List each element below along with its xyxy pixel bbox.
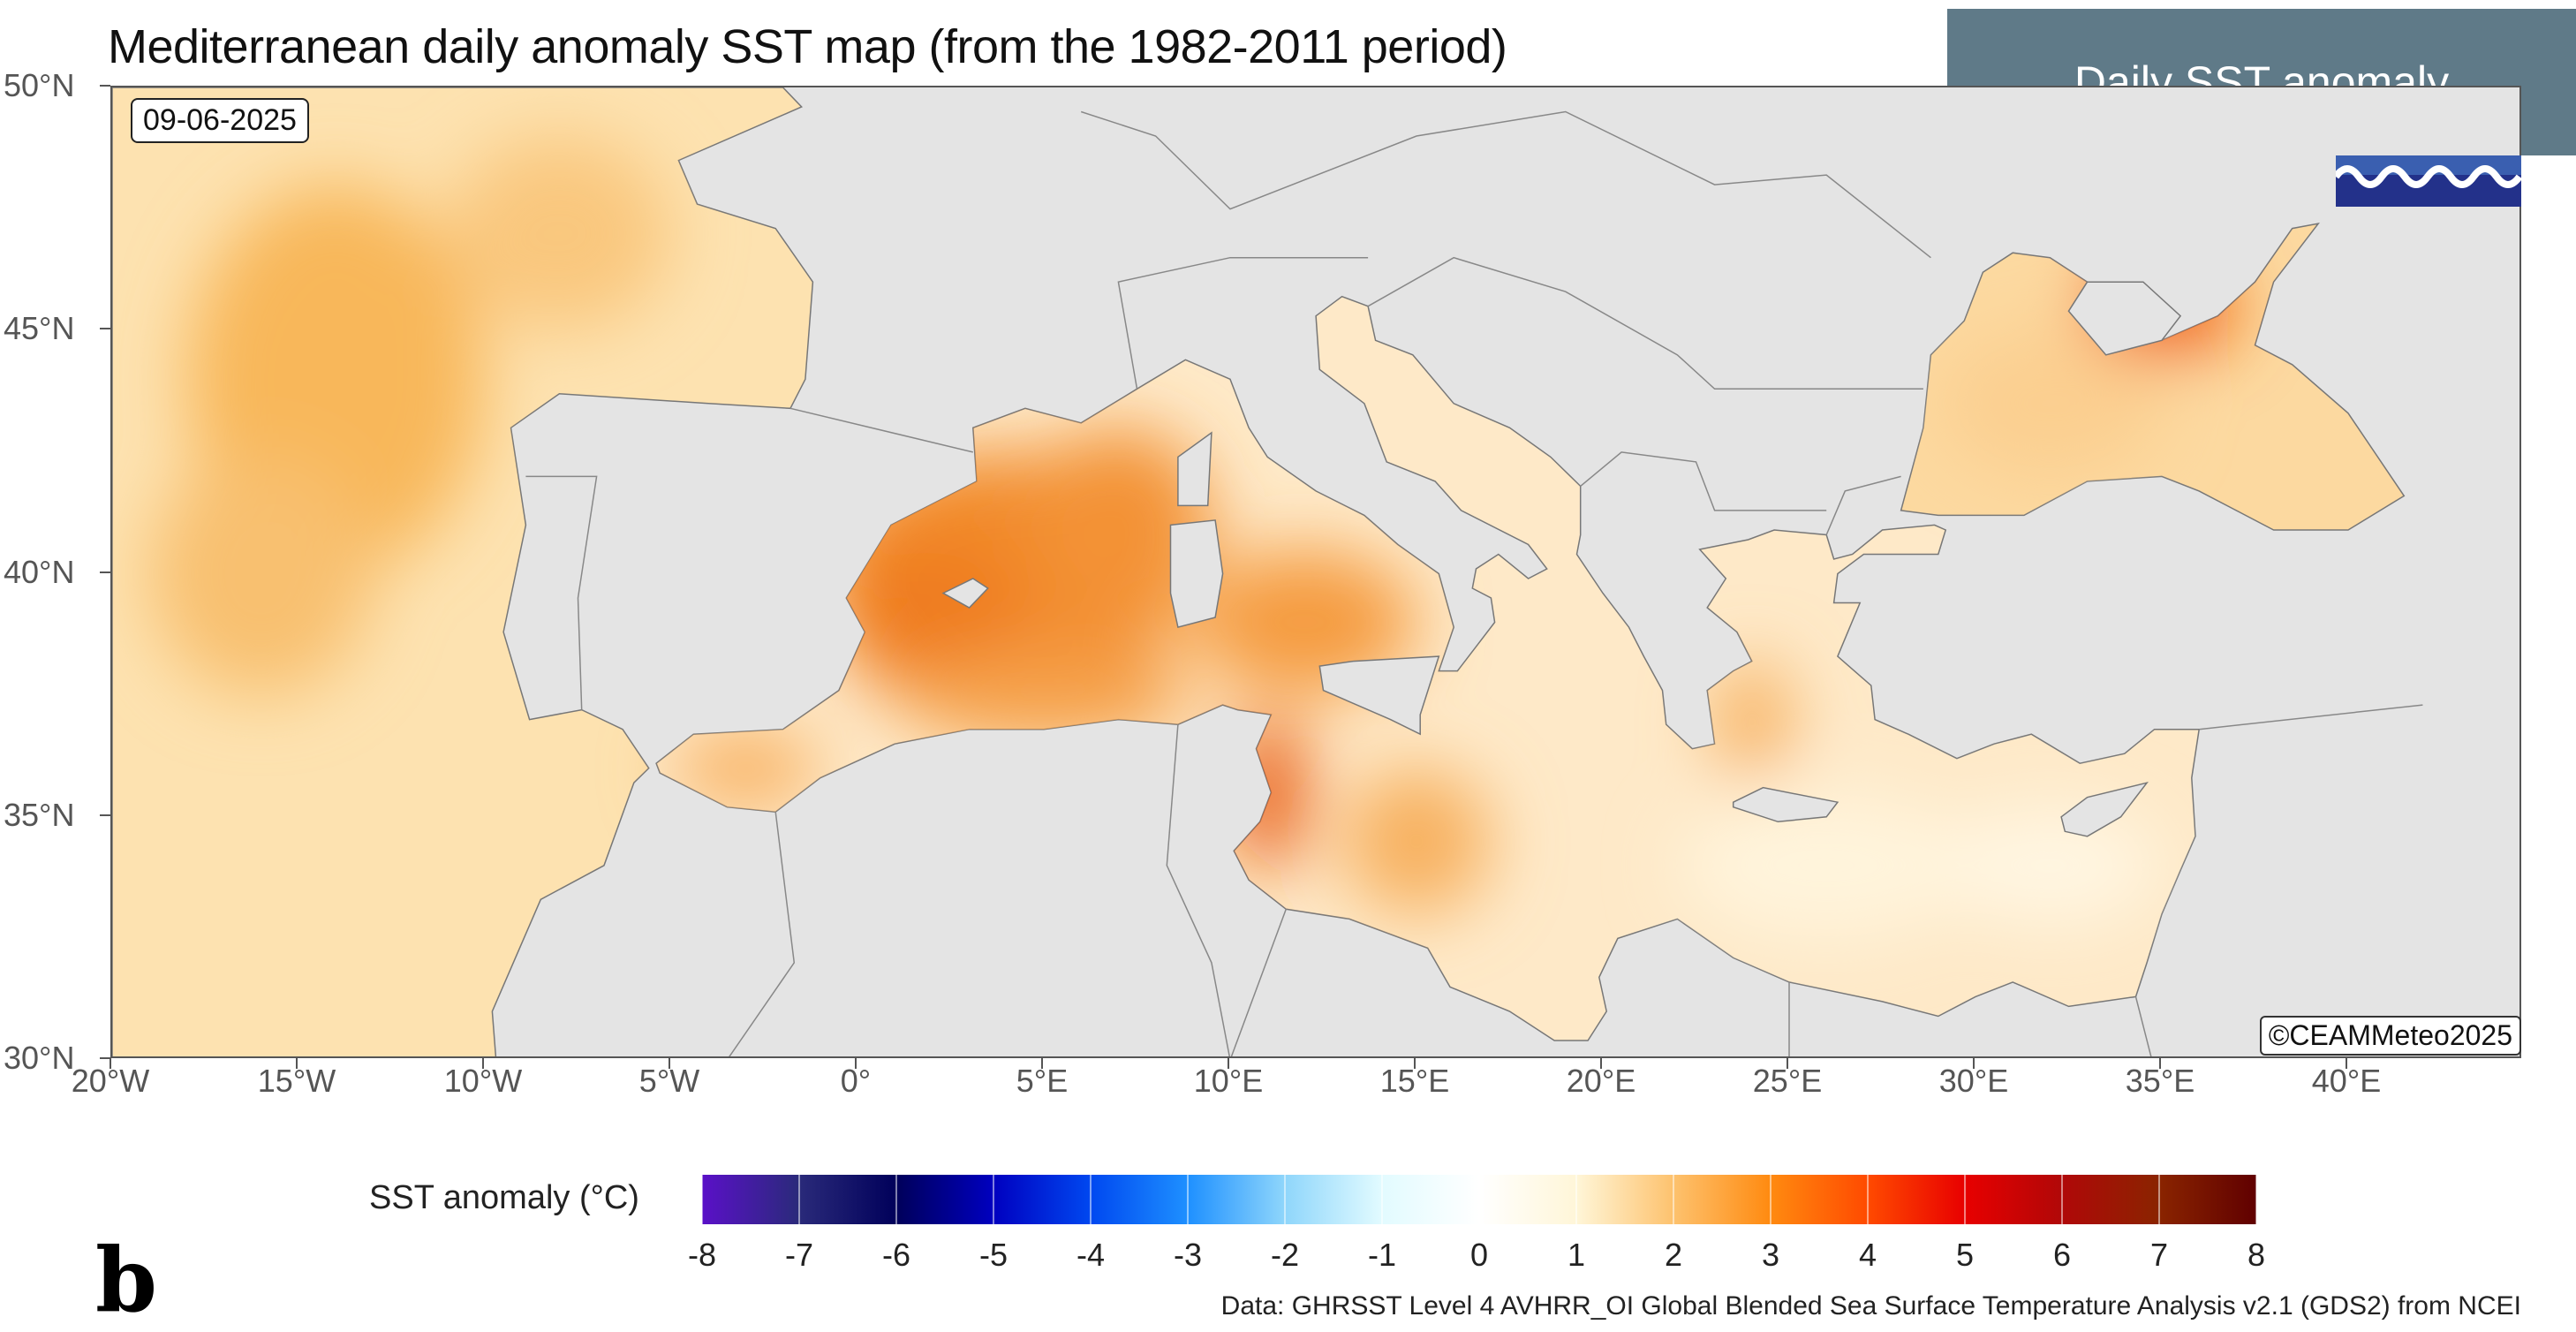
anomaly-hotspot bbox=[895, 647, 1192, 745]
anomaly-hotspot bbox=[1938, 806, 2162, 924]
country-border bbox=[789, 407, 973, 453]
lon-tick bbox=[2346, 1058, 2347, 1069]
country-border bbox=[1117, 256, 1369, 390]
anomaly-hotspot bbox=[1342, 768, 1491, 914]
country-border bbox=[2199, 704, 2423, 730]
lon-tick bbox=[482, 1058, 484, 1069]
anomaly-hotspot bbox=[1678, 792, 1975, 939]
anomaly-hotspot bbox=[1714, 661, 1789, 778]
cyprus-island bbox=[2060, 781, 2149, 837]
colorbar-tick-label: 0 bbox=[1469, 1237, 1489, 1273]
colorbar-tick bbox=[1867, 1175, 1869, 1224]
date-label: 09-06-2025 bbox=[131, 98, 309, 143]
colorbar-tick bbox=[1964, 1175, 1966, 1224]
lat-tick bbox=[100, 85, 110, 87]
colorbar-tick bbox=[895, 1175, 897, 1224]
panel-label: b bbox=[95, 1228, 157, 1332]
colorbar-tick bbox=[1090, 1175, 1092, 1224]
lat-label: 30°N bbox=[4, 1040, 75, 1076]
lat-label: 50°N bbox=[4, 67, 75, 103]
anomaly-hotspot bbox=[1230, 715, 1305, 871]
colorbar-tick bbox=[1575, 1175, 1577, 1224]
anomaly-hotspot bbox=[1938, 330, 2162, 477]
colorbar-tick-label: -6 bbox=[881, 1237, 911, 1273]
waves-logo-icon bbox=[2336, 155, 2521, 207]
colorbar-tick-label: -7 bbox=[784, 1237, 814, 1273]
lon-tick bbox=[296, 1058, 298, 1069]
country-borders bbox=[525, 110, 2423, 1056]
colorbar-tick-label: 4 bbox=[1858, 1237, 1877, 1273]
colorbar-tick-label: 8 bbox=[2247, 1237, 2266, 1273]
lat-label: 40°N bbox=[4, 553, 75, 590]
colorbar-tick-label: 5 bbox=[1955, 1237, 1975, 1273]
colorbar-tick bbox=[701, 1175, 703, 1224]
lon-tick bbox=[855, 1058, 857, 1069]
map-title: Mediterranean daily anomaly SST map (fro… bbox=[108, 20, 1507, 73]
colorbar-tick-label: -2 bbox=[1270, 1237, 1300, 1273]
mallorca-island bbox=[941, 578, 989, 609]
colorbar-tick bbox=[993, 1175, 994, 1224]
colorbar-tick-label: -5 bbox=[978, 1237, 1008, 1273]
anomaly-hotspot bbox=[1193, 549, 1416, 696]
lat-label: 35°N bbox=[4, 796, 75, 833]
colorbar-tick bbox=[1770, 1175, 1771, 1224]
lat-tick bbox=[100, 328, 110, 330]
country-border bbox=[1166, 724, 1230, 1056]
country-border bbox=[1230, 909, 1288, 1056]
country-border bbox=[1580, 451, 1827, 511]
crete-island bbox=[1732, 786, 1839, 823]
anomaly-hotspot bbox=[448, 136, 671, 331]
crimea-island bbox=[2067, 281, 2182, 356]
colorbar-tick-label: -3 bbox=[1173, 1237, 1203, 1273]
lat-tick bbox=[100, 571, 110, 573]
country-border bbox=[1825, 475, 1901, 535]
map-canvas bbox=[112, 87, 2423, 1056]
sicily-island bbox=[1318, 655, 1440, 736]
corsica-island bbox=[1177, 431, 1212, 507]
lon-tick bbox=[669, 1058, 670, 1069]
colorbar-tick bbox=[1381, 1175, 1383, 1224]
lon-tick bbox=[2159, 1058, 2161, 1069]
anomaly-hotspot bbox=[671, 729, 820, 807]
lon-tick bbox=[1787, 1058, 1788, 1069]
colorbar-tick-label: 1 bbox=[1567, 1237, 1586, 1273]
country-border bbox=[729, 812, 796, 1056]
colorbar-title: SST anomaly (°C) bbox=[369, 1179, 639, 1216]
lat-tick bbox=[100, 1057, 110, 1059]
colorbar-tick-label: 6 bbox=[2052, 1237, 2072, 1273]
islands bbox=[941, 281, 2182, 837]
colorbar-tick bbox=[1478, 1175, 1480, 1224]
lat-label: 45°N bbox=[4, 310, 75, 347]
colorbar-tick bbox=[798, 1175, 800, 1224]
anomaly-hotspot bbox=[149, 452, 373, 695]
lon-tick bbox=[1041, 1058, 1043, 1069]
colorbar-tick bbox=[1284, 1175, 1286, 1224]
colorbar-tick-label: 7 bbox=[2149, 1237, 2169, 1273]
colorbar-tick bbox=[2061, 1175, 2063, 1224]
copyright-label: ©CEAMMeteo2025 bbox=[2259, 1016, 2521, 1056]
lon-tick bbox=[1228, 1058, 1229, 1069]
country-border bbox=[1367, 256, 1923, 390]
country-border bbox=[1080, 110, 1931, 259]
lat-tick bbox=[100, 814, 110, 816]
country-border bbox=[2134, 996, 2152, 1056]
lon-tick bbox=[1600, 1058, 1602, 1069]
sardinia-island bbox=[1169, 519, 1224, 629]
colorbar-tick-label: 2 bbox=[1664, 1237, 1683, 1273]
colorbar-tick bbox=[1673, 1175, 1674, 1224]
sst-anomaly-map bbox=[110, 86, 2521, 1058]
colorbar-tick-label: 3 bbox=[1761, 1237, 1780, 1273]
colorbar-tick bbox=[2255, 1175, 2257, 1224]
lon-tick bbox=[1973, 1058, 1975, 1069]
lon-tick bbox=[110, 1058, 111, 1069]
colorbar-tick-label: -4 bbox=[1076, 1237, 1106, 1273]
lon-tick bbox=[1414, 1058, 1416, 1069]
country-border bbox=[525, 475, 598, 710]
colorbar-tick bbox=[1187, 1175, 1189, 1224]
colorbar-tick-label: -8 bbox=[687, 1237, 717, 1273]
colorbar-tick bbox=[2158, 1175, 2160, 1224]
colorbar-tick-label: -1 bbox=[1367, 1237, 1397, 1273]
anomaly-hotspot bbox=[1025, 428, 1212, 623]
data-credit: Data: GHRSST Level 4 AVHRR_OI Global Ble… bbox=[1220, 1291, 2521, 1321]
